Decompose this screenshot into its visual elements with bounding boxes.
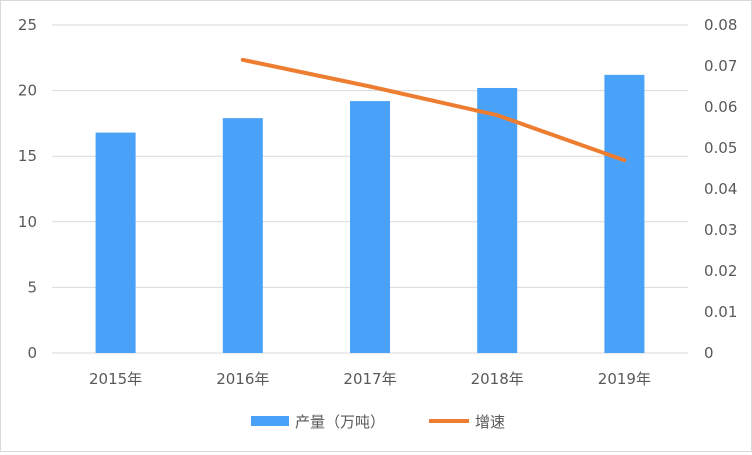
bar: [223, 118, 263, 353]
x-tick-label: 2018年: [471, 370, 524, 388]
right-tick-label: 0.01: [704, 303, 737, 321]
right-tick-label: 0.03: [704, 221, 737, 239]
bar: [477, 88, 517, 353]
right-tick-label: 0.02: [704, 262, 737, 280]
left-tick-label: 5: [27, 278, 37, 296]
right-tick-label: 0.07: [704, 57, 737, 75]
x-tick-label: 2015年: [89, 370, 142, 388]
bar: [350, 101, 390, 353]
left-tick-label: 0: [27, 344, 37, 362]
right-tick-label: 0.06: [704, 98, 737, 116]
left-tick-label: 20: [18, 82, 37, 100]
x-tick-label: 2016年: [216, 370, 269, 388]
legend-bar-swatch: [251, 416, 289, 426]
x-tick-label: 2019年: [598, 370, 651, 388]
right-tick-label: 0.04: [704, 180, 737, 198]
line-series: [243, 60, 625, 160]
right-tick-label: 0.08: [704, 16, 737, 34]
left-tick-label: 10: [18, 213, 37, 231]
left-tick-label: 25: [18, 16, 37, 34]
legend-bar-label: 产量（万吨）: [295, 413, 385, 431]
bar: [604, 75, 644, 353]
x-tick-label: 2017年: [343, 370, 396, 388]
right-tick-label: 0.05: [704, 139, 737, 157]
legend-line-label: 增速: [475, 413, 505, 431]
left-tick-label: 15: [18, 147, 37, 165]
right-tick-label: 0: [704, 344, 714, 362]
bar: [96, 133, 136, 353]
